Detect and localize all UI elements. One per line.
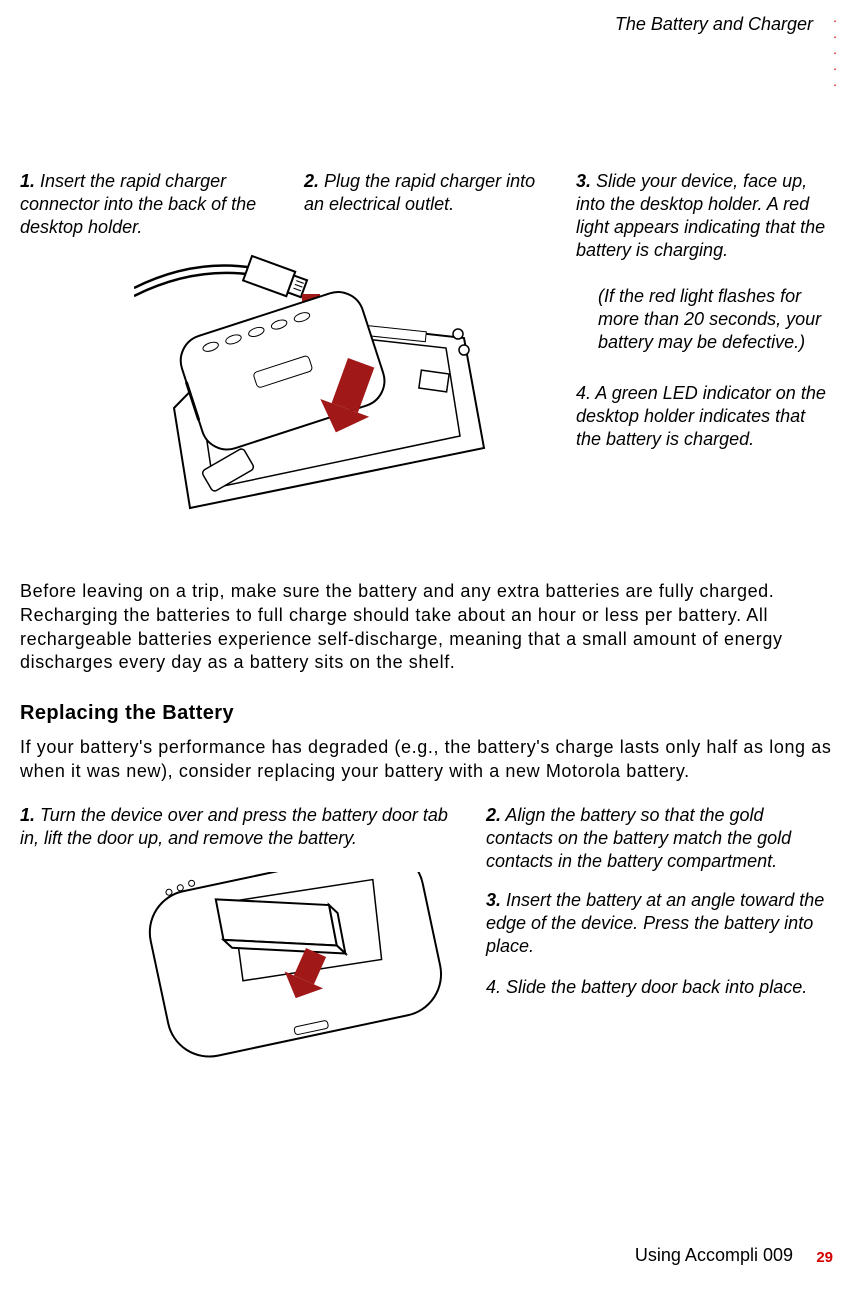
- replacing-battery-heading: Replacing the Battery: [20, 702, 234, 725]
- step-text: Insert the battery at an angle toward th…: [486, 890, 824, 956]
- step-text: Turn the device over and press the batte…: [20, 805, 448, 848]
- charging-step-2: 2. Plug the rapid charger into an electr…: [304, 170, 554, 216]
- step-text: Slide the battery door back into place.: [506, 977, 807, 997]
- step-number: 4.: [576, 383, 591, 403]
- replacing-battery-intro: If your battery's performance has degrad…: [20, 736, 833, 784]
- running-head: The Battery and Charger: [615, 14, 813, 35]
- step-text: Insert the rapid charger connector into …: [20, 171, 256, 237]
- step-text: Slide your device, face up, into the des…: [576, 171, 825, 260]
- step-number: 4.: [486, 977, 501, 997]
- charging-step-4: 4. A green LED indicator on the desktop …: [576, 382, 833, 451]
- step-number: 2.: [486, 805, 501, 825]
- replace-step-1: 1. Turn the device over and press the ba…: [20, 804, 466, 850]
- footer-page-number: 29: [816, 1249, 833, 1266]
- step-text: Plug the rapid charger into an electrica…: [304, 171, 535, 214]
- step-text: A green LED indicator on the desktop hol…: [576, 383, 826, 449]
- step-number: 2.: [304, 171, 319, 191]
- header-dots-decoration: .....: [833, 10, 837, 90]
- desktop-holder-svg: [134, 248, 514, 528]
- step-number: 3.: [576, 171, 591, 191]
- replace-step-3: 3. Insert the battery at an angle toward…: [486, 889, 833, 958]
- page-content: 1. Insert the rapid charger connector in…: [20, 170, 833, 451]
- replace-step-4: 4. Slide the battery door back into plac…: [486, 976, 833, 999]
- step-number: 1.: [20, 805, 35, 825]
- step-number: 1.: [20, 171, 35, 191]
- step-number: 3.: [486, 890, 501, 910]
- footer-title: Using Accompli 009: [635, 1245, 793, 1266]
- travel-tip-paragraph: Before leaving on a trip, make sure the …: [20, 580, 833, 675]
- replace-step-2: 2. Align the battery so that the gold co…: [486, 804, 833, 873]
- step-text: Align the battery so that the gold conta…: [486, 805, 791, 871]
- desktop-holder-diagram: [134, 248, 514, 528]
- step-note: (If the red light flashes for more than …: [598, 285, 833, 354]
- charging-step-1: 1. Insert the rapid charger connector in…: [20, 170, 282, 239]
- battery-diagram-svg: [134, 872, 464, 1122]
- battery-replacement-diagram: [134, 872, 464, 1122]
- charging-step-3: 3. Slide your device, face up, into the …: [576, 170, 833, 354]
